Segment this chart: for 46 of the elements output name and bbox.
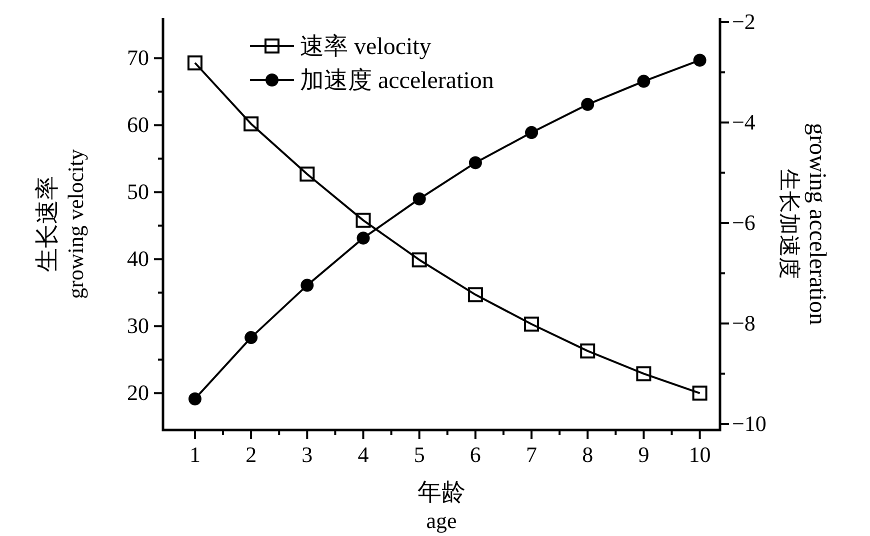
point: [188, 392, 202, 406]
y-tick-label: 50: [127, 179, 149, 204]
x-tick-label: 6: [470, 442, 481, 467]
y-tick-label: 40: [127, 246, 149, 272]
y2-tick-label: −6: [732, 210, 756, 235]
x-tick-label: 7: [526, 442, 538, 467]
point: [692, 386, 708, 401]
x-tick-label: 10: [688, 442, 711, 467]
y-axis-title: 生长速率 growing velocity: [34, 149, 88, 299]
point: [581, 98, 594, 111]
point: [525, 126, 538, 140]
y2-tick-label: −10: [732, 410, 766, 436]
point: [244, 116, 259, 132]
point: [693, 54, 706, 67]
x-tick-label: 5: [414, 442, 425, 467]
x-axis-title: 年龄 age: [418, 480, 466, 533]
y-tick-label: 60: [127, 112, 149, 138]
y-tick-label: 20: [127, 380, 149, 406]
y2-tick-label: −2: [732, 9, 756, 34]
point: [636, 366, 652, 382]
point: [356, 232, 370, 245]
point: [580, 343, 596, 358]
x-tick-label: 2: [246, 442, 257, 467]
y2-axis-title: growing acceleration 生长加速度: [777, 123, 830, 325]
x-tick-label: 9: [638, 442, 650, 467]
point: [468, 156, 482, 170]
legend-label: 速率 velocity: [300, 33, 432, 60]
point: [412, 252, 427, 268]
x-tick-label: 1: [189, 442, 200, 467]
point: [356, 212, 371, 228]
point: [468, 287, 483, 302]
point: [637, 74, 650, 88]
point: [244, 331, 258, 344]
x-tick-label: 3: [302, 442, 313, 467]
point: [187, 55, 202, 70]
y-tick-label: 70: [127, 45, 149, 70]
point: [412, 192, 426, 206]
y-tick-label: 30: [127, 313, 149, 338]
point: [300, 278, 314, 292]
x-tick-label: 8: [582, 442, 594, 467]
x-tick-label: 4: [358, 442, 369, 467]
point: [524, 316, 540, 332]
y2-tick-label: −4: [732, 110, 756, 135]
y2-tick-label: −8: [732, 310, 756, 336]
legend-label: 加速度 acceleration: [300, 67, 494, 94]
point: [300, 166, 315, 182]
